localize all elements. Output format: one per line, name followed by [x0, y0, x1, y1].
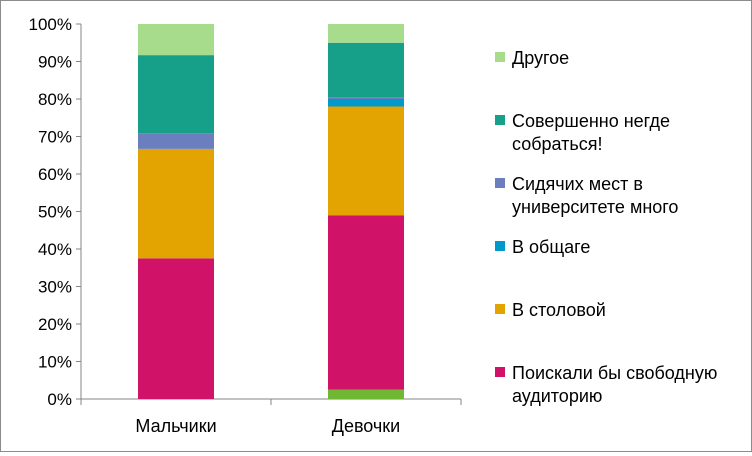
y-tick-label: 70%: [38, 128, 72, 147]
bar-segment: [138, 148, 214, 259]
category-label: Девочки: [332, 416, 400, 436]
y-tick-label: 40%: [38, 240, 72, 259]
legend: Другое Совершенно негде собраться! Сидячих …: [495, 48, 717, 406]
y-tick-label: 100%: [29, 15, 72, 34]
category-labels: Мальчики Девочки: [135, 416, 400, 436]
y-tick-label: 60%: [38, 165, 72, 184]
bar-segment: [138, 55, 214, 134]
bars: [138, 24, 404, 399]
y-tick-label: 90%: [38, 53, 72, 72]
legend-swatch: [495, 367, 505, 377]
bar-segment: [138, 258, 214, 399]
y-tick-label: 80%: [38, 90, 72, 109]
bar-segment: [328, 99, 404, 107]
y-tick-label: 0%: [47, 390, 72, 409]
legend-swatch: [495, 115, 505, 125]
legend-label: Другое: [512, 48, 569, 68]
legend-swatch: [495, 304, 505, 314]
category-label: Мальчики: [135, 416, 216, 436]
legend-swatch: [495, 241, 505, 251]
y-tick-label: 20%: [38, 315, 72, 334]
legend-label: Поискали бы свободную: [512, 363, 717, 383]
bar-segment: [328, 106, 404, 216]
bar-segment: [328, 215, 404, 390]
bar-segment: [328, 389, 404, 399]
bar-segment: [328, 42, 404, 98]
y-tick-label: 30%: [38, 278, 72, 297]
legend-label: Совершенно негде: [512, 111, 670, 131]
y-tick-label: 10%: [38, 353, 72, 372]
legend-label: университете много: [512, 197, 678, 217]
legend-swatch: [495, 178, 505, 188]
bar-segment: [328, 24, 404, 43]
legend-label: аудиторию: [512, 386, 602, 406]
bar-segment: [328, 97, 404, 99]
bar-segment: [138, 24, 214, 56]
legend-label: В общаге: [512, 237, 590, 257]
legend-swatch: [495, 52, 505, 62]
legend-label: В столовой: [512, 300, 606, 320]
legend-label: собраться!: [512, 134, 603, 154]
y-tick-label: 50%: [38, 203, 72, 222]
y-tick-labels: 0% 10% 20% 30% 40% 50% 60% 70% 80% 90% 100%: [29, 15, 81, 409]
bar-segment: [138, 133, 214, 149]
legend-label: Сидячих мест в: [512, 174, 643, 194]
